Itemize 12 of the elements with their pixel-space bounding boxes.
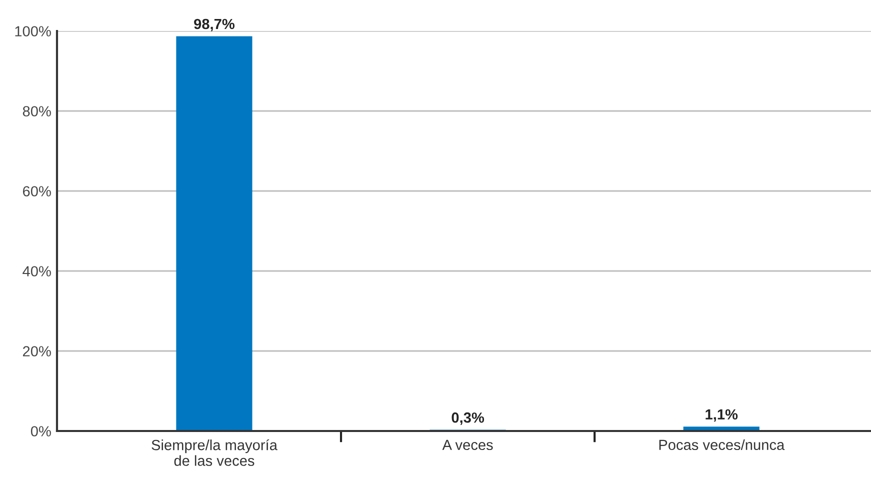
x-tick-label: Siempre/la mayoría de las veces: [152, 439, 278, 466]
x-tick-label: A veces: [442, 440, 493, 450]
data-label: 0,3%: [452, 412, 484, 425]
data-label: 98,7%: [194, 18, 235, 32]
x-tick-label: Pocas veces/nunca: [659, 439, 785, 450]
data-label: 1,1%: [706, 409, 738, 422]
y-tick-label: 20%: [22, 346, 51, 356]
y-tick-label: 0%: [30, 426, 51, 436]
y-tick-label: 40%: [22, 266, 51, 276]
y-tick-label: 80%: [22, 106, 51, 116]
y-tick-label: 60%: [23, 186, 51, 196]
y-tick-label: 100%: [15, 26, 51, 36]
